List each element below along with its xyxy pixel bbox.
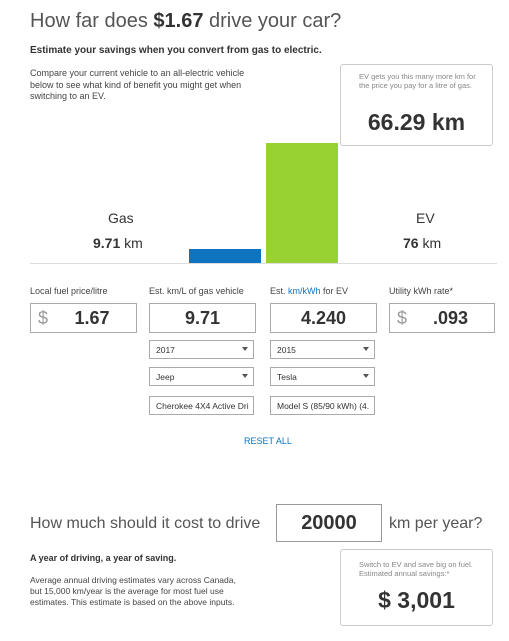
ev-label: EV — [416, 210, 435, 226]
ev-model-select[interactable]: Model S (85/90 kWh) (4. — [270, 396, 375, 415]
annual-text: Average annual driving estimates vary ac… — [30, 575, 236, 607]
fuel-price-value: 1.67 — [74, 307, 110, 328]
dollar-sign: $ — [38, 307, 49, 328]
ev-efficiency-input[interactable]: 4.240 — [270, 303, 377, 333]
gas-label: Gas — [108, 210, 134, 226]
gas-year-select[interactable]: 2017 — [149, 340, 254, 359]
annual-question-suffix: km per year? — [389, 515, 483, 532]
fuel-price-label: Local fuel price/litre — [30, 286, 108, 296]
annual-question-prefix: How much should it cost to drive — [30, 515, 261, 532]
ev-card-note: EV gets you this many more km for the pr… — [359, 72, 476, 90]
ev-extra-km-value: 66.29 km — [367, 109, 466, 135]
title-amount: $1.67 — [153, 10, 204, 32]
dollar-sign: $ — [397, 307, 408, 328]
page-subtitle: Estimate your savings when you convert f… — [30, 45, 322, 56]
ev-extra-km-card: EV gets you this many more km for the pr… — [340, 64, 493, 146]
fuel-price-input[interactable]: $ 1.67 — [30, 303, 137, 333]
ev-bar — [266, 143, 338, 263]
chevron-down-icon — [363, 347, 369, 351]
annual-savings-value: $ 3,001 — [378, 587, 455, 613]
chevron-down-icon — [242, 374, 248, 378]
annual-km-input[interactable]: 20000 — [276, 504, 382, 542]
chart-baseline — [30, 263, 497, 264]
gas-make-select[interactable]: Jeep — [149, 367, 254, 386]
intro-text: Compare your current vehicle to an all-e… — [30, 68, 245, 101]
savings-card-note: Switch to EV and save big on fuel. Estim… — [359, 560, 473, 578]
ev-value: 76 km — [403, 235, 442, 251]
ev-efficiency-value: 4.240 — [300, 307, 347, 328]
utility-rate-value: .093 — [432, 307, 469, 328]
ev-efficiency-label: Est. km/kWh for EV — [270, 286, 349, 296]
page-title: How far does $1.67 drive your car? — [30, 10, 342, 32]
km-kwh-link[interactable]: km/kWh — [288, 286, 321, 296]
ev-make-select[interactable]: Tesla — [270, 367, 375, 386]
ev-year-select[interactable]: 2015 — [270, 340, 375, 359]
gas-bar — [189, 249, 261, 263]
chevron-down-icon — [242, 347, 248, 351]
gas-model-select[interactable]: Cherokee 4X4 Active Dri — [149, 396, 254, 415]
gas-value: 9.71 km — [93, 235, 143, 251]
utility-rate-input[interactable]: $ .093 — [389, 303, 495, 333]
utility-rate-label: Utility kWh rate* — [389, 286, 454, 296]
gas-efficiency-label: Est. km/L of gas vehicle — [149, 286, 244, 296]
annual-title: A year of driving, a year of saving. — [30, 553, 177, 563]
chevron-down-icon — [363, 374, 369, 378]
gas-efficiency-value: 9.71 — [184, 307, 221, 328]
gas-efficiency-input[interactable]: 9.71 — [149, 303, 256, 333]
annual-savings-card: Switch to EV and save big on fuel. Estim… — [340, 549, 493, 626]
reset-all-button[interactable]: RESET ALL — [244, 436, 292, 446]
